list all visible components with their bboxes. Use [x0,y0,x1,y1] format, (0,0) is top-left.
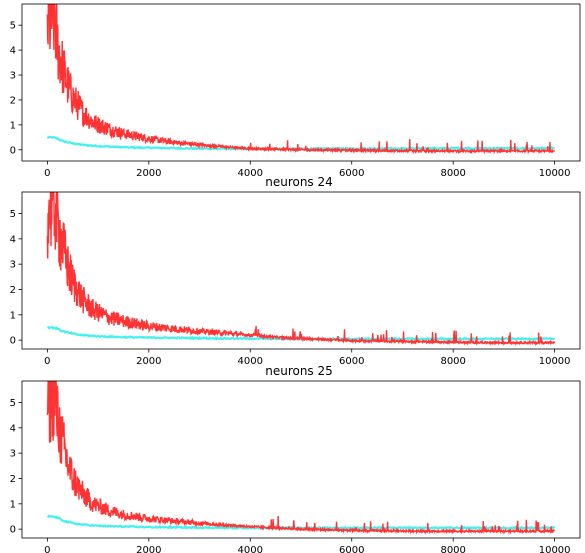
subplot-1-xtick-label: 0 [44,168,50,179]
subplot-2-ytick-label: 5 [10,209,16,220]
subplot-3-plot-area: 0 2000 4000 6000 8000 10000 0 1 2 3 4 5 [10,380,581,553]
subplot-2-series-2-line [46,192,556,347]
subplot-1-ytick-label: 1 [10,120,16,131]
subplot-3-ytick-label: 5 [10,398,16,409]
subplot-2: 0 2000 4000 6000 8000 10000 0 1 2 3 4 5 neurons 24 [10,175,581,367]
subplot-3-ytick-label: 3 [10,449,16,460]
subplot-1-series-2-line [46,4,555,155]
subplot-3-axes-frame [21,380,581,539]
subplot-1-plot-area: 0 2000 4000 6000 8000 10000 0 1 2 3 4 5 [10,3,581,179]
subplot-1-ytick-label: 5 [10,21,16,32]
subplot-3-ytick-label: 2 [10,474,16,485]
subplot-1-ytick-label: 4 [10,46,16,57]
subplot-2-axes-frame [21,191,581,350]
subplot-3-xtick-label: 2000 [136,545,161,553]
subplot-1-ytick-label: 0 [10,145,16,156]
subplot-2-ytick-label: 4 [10,234,16,245]
subplot-3-ytick-label: 1 [10,499,16,510]
subplot-3-xtick-label: 8000 [440,545,465,553]
subplot-2-ytick-label: 1 [10,310,16,321]
subplot-1-axes-frame [21,3,581,162]
subplot-2-ytick-label: 0 [10,336,16,347]
subplot-1-xtick-label: 8000 [440,168,465,179]
subplot-1-xtick-label: 10000 [539,168,571,179]
subplot-1-xtick-label: 2000 [136,168,161,179]
subplot-3-xtick-label: 6000 [339,545,364,553]
subplot-2-ytick-label: 3 [10,260,16,271]
subplot-2-xtick-label: 10000 [539,356,571,367]
subplot-3-series-2-line [46,381,556,535]
subplot-1: 0 2000 4000 6000 8000 10000 0 1 2 3 4 5 [10,3,581,179]
subplot-3-ytick-label: 4 [10,423,16,434]
subplot-1-series-1-line [46,135,555,151]
subplot-3-xtick-label: 10000 [539,545,571,553]
subplot-3-xtick-label: 4000 [238,545,263,553]
subplot-1-ytick-label: 3 [10,71,16,82]
subplot-2-xtick-label: 6000 [339,356,364,367]
subplot-2-xtick-label: 4000 [238,356,263,367]
subplot-2-plot-area: 0 2000 4000 6000 8000 10000 0 1 2 3 4 5 [10,191,581,367]
subplot-2-title: neurons 24 [265,175,333,189]
subplot-1-ytick-label: 2 [10,95,16,106]
subplot-3-title: neurons 25 [265,364,333,378]
subplot-2-series-1-line [47,325,555,342]
subplot-2-xtick-label: 0 [44,356,50,367]
subplot-2-ytick-label: 2 [10,285,16,296]
subplot-1-xtick-label: 6000 [339,168,364,179]
subplot-2-xtick-label: 2000 [136,356,161,367]
subplot-2-xtick-label: 8000 [440,356,465,367]
subplot-3-ytick-label: 0 [10,525,16,536]
subplot-3: 0 2000 4000 6000 8000 10000 0 1 2 3 4 5 neurons 25 [10,364,581,553]
subplot-3-xtick-label: 0 [44,545,50,553]
subplot-1-xtick-label: 4000 [238,168,263,179]
